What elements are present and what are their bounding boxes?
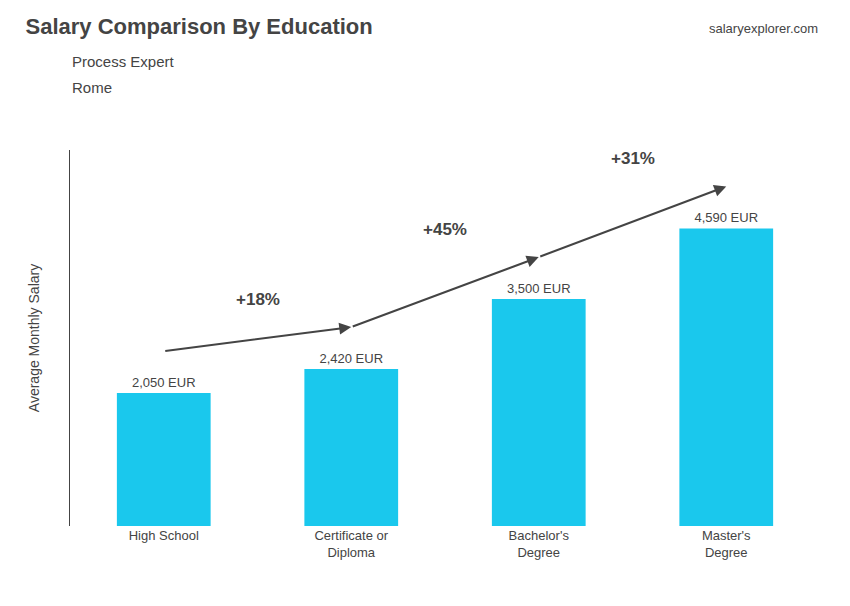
svg-text:3,500 EUR: 3,500 EUR [507,281,571,296]
svg-text:Salary Comparison By Education: Salary Comparison By Education [26,14,373,39]
svg-text:+18%: +18% [236,290,280,309]
svg-text:Rome: Rome [72,79,112,96]
svg-text:Certificate orDiploma: Certificate orDiploma [314,528,388,560]
svg-text:4,590 EUR: 4,590 EUR [694,210,758,225]
svg-text:High School: High School [129,528,199,543]
svg-text:salaryexplorer.com: salaryexplorer.com [709,21,818,36]
svg-text:2,420 EUR: 2,420 EUR [319,351,383,366]
svg-text:Master'sDegree: Master'sDegree [702,528,751,560]
svg-text:+31%: +31% [611,149,655,168]
svg-text:2,050 EUR: 2,050 EUR [132,375,196,390]
svg-text:Process Expert: Process Expert [72,53,175,70]
svg-text:Bachelor'sDegree: Bachelor'sDegree [509,528,570,560]
svg-text:Average Monthly Salary: Average Monthly Salary [26,264,42,412]
svg-text:+45%: +45% [423,220,467,239]
